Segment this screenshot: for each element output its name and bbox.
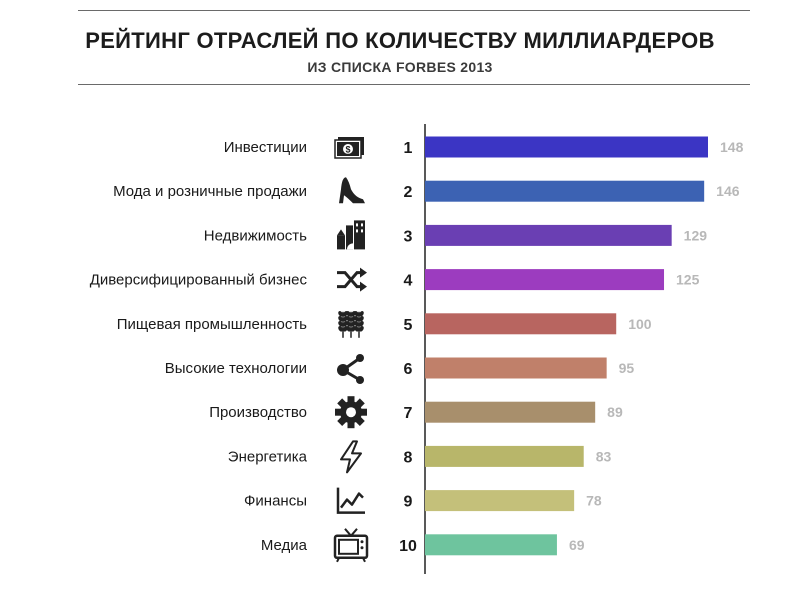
rank-label: 10 — [399, 538, 417, 555]
bar — [425, 136, 708, 158]
bar — [425, 224, 672, 246]
share-icon — [337, 354, 364, 384]
category-label: Пищевая промышленность — [117, 316, 307, 333]
value-label: 146 — [716, 183, 740, 199]
category-label: Диверсифицированный бизнес — [90, 272, 308, 289]
value-label: 100 — [628, 316, 652, 332]
category-label: Производство — [209, 404, 307, 421]
rank-label: 8 — [404, 449, 413, 466]
category-label: Энергетика — [228, 448, 308, 465]
svg-text:$: $ — [345, 145, 350, 155]
rank-label: 2 — [404, 184, 413, 201]
category-label: Высокие технологии — [165, 360, 307, 377]
rank-label: 6 — [404, 361, 413, 378]
header-rule — [78, 84, 750, 85]
category-label: Мода и розничные продажи — [113, 183, 307, 200]
value-label: 129 — [684, 227, 708, 243]
bar — [425, 313, 617, 335]
category-label: Недвижимость — [204, 227, 307, 244]
money-icon: $ — [334, 137, 364, 159]
gear-icon — [335, 396, 367, 429]
value-label: 78 — [586, 493, 602, 509]
bar — [425, 269, 665, 291]
value-label: 89 — [607, 404, 623, 420]
category-label: Инвестиции — [224, 139, 307, 156]
chart-title: РЕЙТИНГ ОТРАСЛЕЙ ПО КОЛИЧЕСТВУ МИЛЛИАРДЕ… — [85, 28, 715, 53]
rank-label: 4 — [404, 273, 413, 290]
chart-subtitle: ИЗ СПИСКА FORBES 2013 — [307, 59, 493, 75]
bar — [425, 534, 557, 556]
lightning-icon — [340, 440, 362, 474]
rank-label: 5 — [404, 317, 413, 334]
value-label: 125 — [676, 272, 700, 288]
bar — [425, 490, 575, 512]
city-buildings-icon — [337, 220, 365, 250]
shuffle-icon — [337, 267, 367, 292]
tv-icon — [333, 528, 369, 563]
bar — [425, 357, 607, 379]
category-label: Медиа — [261, 537, 308, 554]
value-label: 83 — [596, 448, 612, 464]
top-rule — [78, 10, 750, 11]
rank-label: 9 — [404, 494, 413, 511]
rank-label: 7 — [404, 405, 413, 422]
chart-icon — [336, 487, 365, 514]
value-label: 95 — [619, 360, 635, 376]
rank-label: 1 — [404, 140, 413, 157]
rank-label: 3 — [404, 228, 413, 245]
bar — [425, 180, 705, 202]
bar — [425, 445, 584, 467]
value-label: 69 — [569, 537, 585, 553]
bar — [425, 401, 596, 423]
high-heel-icon — [339, 177, 365, 204]
wheat-icon — [338, 311, 364, 338]
value-label: 148 — [720, 139, 744, 155]
category-label: Финансы — [244, 493, 307, 510]
